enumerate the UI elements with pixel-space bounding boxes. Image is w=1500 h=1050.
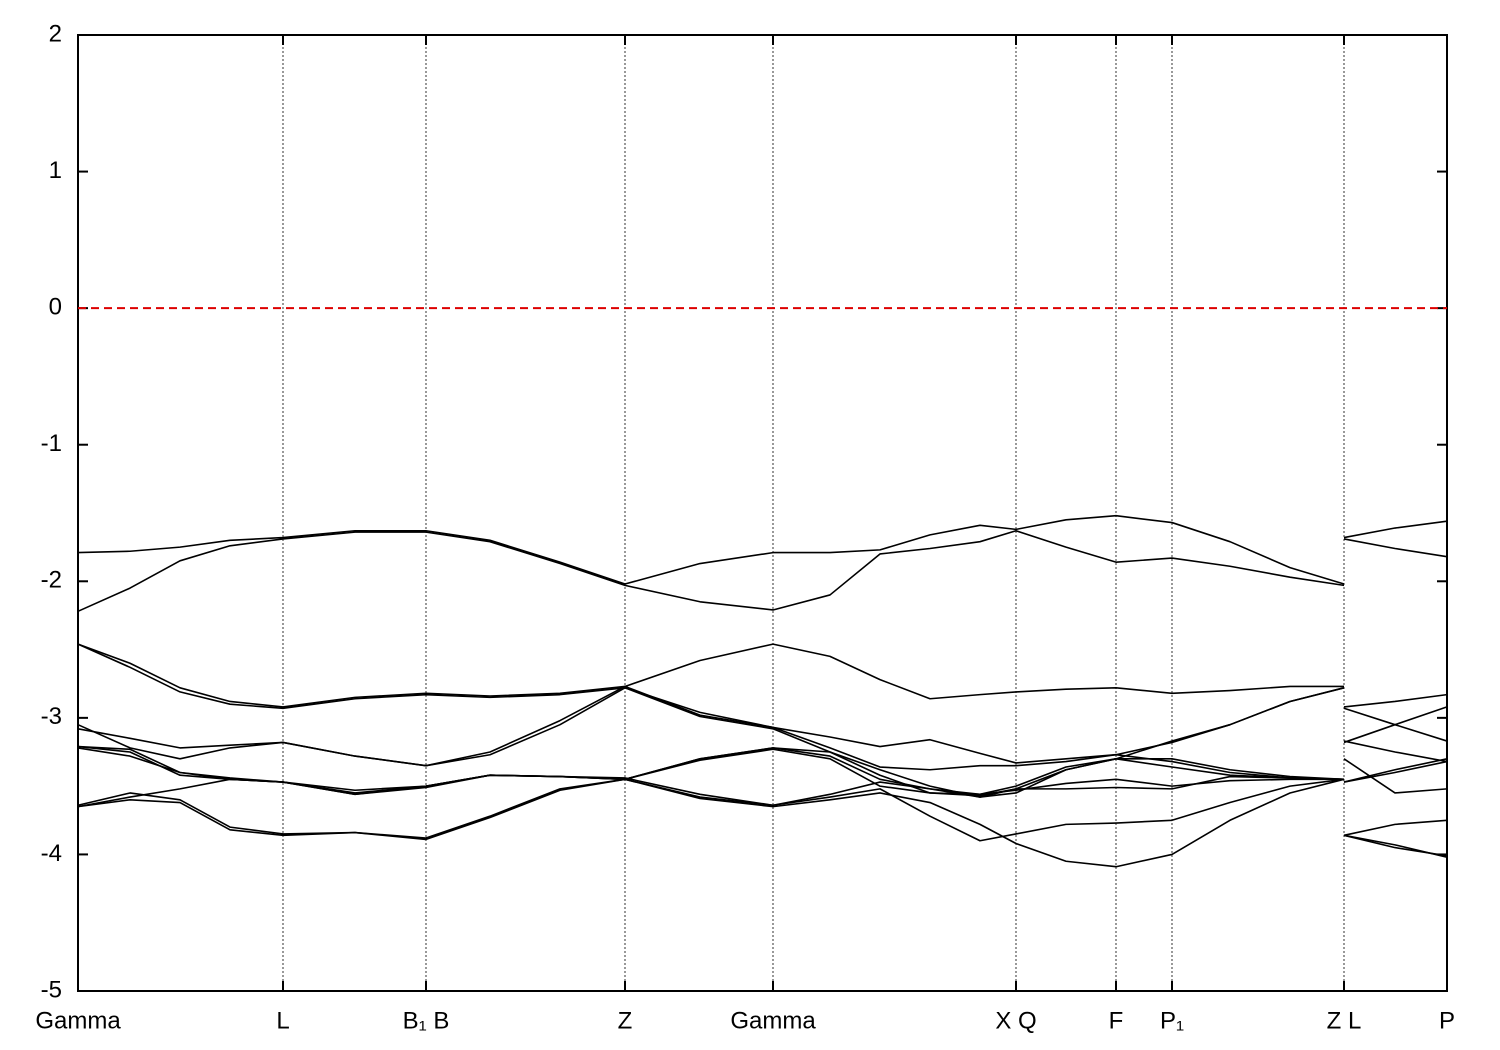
- band-line: [77, 740, 1448, 796]
- x-tick-label: L: [276, 1007, 289, 1034]
- band-line: [77, 778, 1448, 868]
- y-tick-label: -1: [41, 430, 62, 457]
- x-tick-label: Z: [618, 1007, 633, 1034]
- band-line: [77, 514, 1448, 585]
- y-tick-label: 0: [49, 293, 62, 320]
- y-tick-label: -2: [41, 567, 62, 594]
- x-tick-label: Z L: [1327, 1007, 1362, 1034]
- x-tick-label: B₁ B: [403, 1007, 450, 1034]
- x-tick-label: P₁: [1160, 1007, 1184, 1034]
- band-line: [77, 685, 1448, 781]
- y-tick-label: 2: [49, 20, 62, 47]
- x-tick-label: Gamma: [730, 1007, 816, 1034]
- y-tick-label: -4: [41, 840, 62, 867]
- x-tick-label: F: [1109, 1007, 1124, 1034]
- y-tick-label: -3: [41, 703, 62, 730]
- band-line: [77, 643, 1448, 708]
- x-tick-label: P: [1439, 1007, 1455, 1034]
- x-tick-label: Gamma: [35, 1007, 121, 1034]
- band-line: [77, 529, 1448, 613]
- band-line: [77, 687, 1448, 796]
- x-tick-label: X Q: [995, 1007, 1036, 1034]
- y-tick-label: 1: [49, 157, 62, 184]
- y-tick-label: -5: [41, 976, 62, 1003]
